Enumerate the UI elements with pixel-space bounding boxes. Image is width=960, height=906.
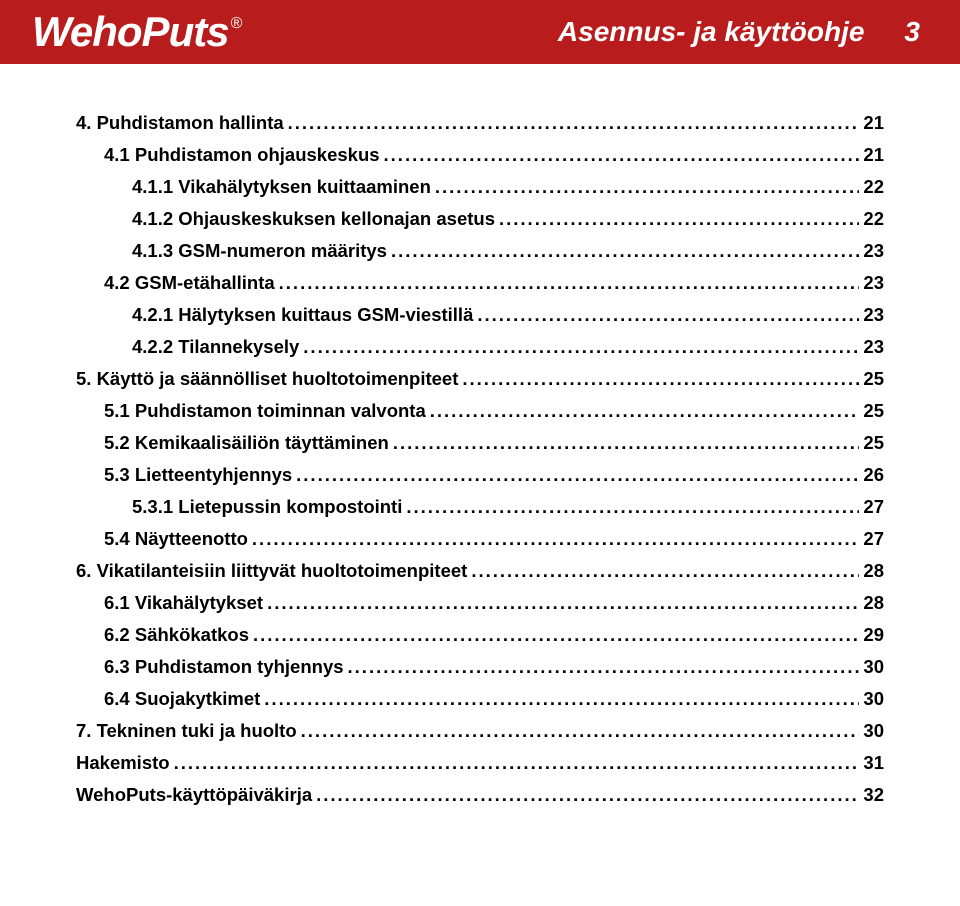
toc-entry: 5.1 Puhdistamon toiminnan valvonta 25 xyxy=(76,400,884,422)
toc-page: 25 xyxy=(863,432,884,454)
toc-label: 5.3 Lietteentyhjennys xyxy=(104,464,292,486)
toc-leader-dots xyxy=(253,624,859,646)
toc-entry: Hakemisto 31 xyxy=(76,752,884,774)
toc-leader-dots xyxy=(296,464,859,486)
toc-entry: 7. Tekninen tuki ja huolto 30 xyxy=(76,720,884,742)
toc-page: 21 xyxy=(863,112,884,134)
toc-label: 5. Käyttö ja säännölliset huoltotoimenpi… xyxy=(76,368,458,390)
toc-entry: 6.1 Vikahälytykset 28 xyxy=(76,592,884,614)
toc-entry: WehoPuts-käyttöpäiväkirja 32 xyxy=(76,784,884,806)
toc-page: 31 xyxy=(863,752,884,774)
toc-entry: 4.1.1 Vikahälytyksen kuittaaminen 22 xyxy=(76,176,884,198)
document-title: Asennus- ja käyttöohje xyxy=(558,16,865,48)
toc-page: 22 xyxy=(863,176,884,198)
toc-label: 6.4 Suojakytkimet xyxy=(104,688,260,710)
toc-entry: 4.1.3 GSM-numeron määritys 23 xyxy=(76,240,884,262)
toc-page: 22 xyxy=(863,208,884,230)
toc-label: 4.1.1 Vikahälytyksen kuittaaminen xyxy=(132,176,431,198)
toc-label: 5.1 Puhdistamon toiminnan valvonta xyxy=(104,400,426,422)
toc-label: 5.2 Kemikaalisäiliön täyttäminen xyxy=(104,432,389,454)
toc-leader-dots xyxy=(471,560,859,582)
toc-leader-dots xyxy=(391,240,859,262)
toc-label: 4.2 GSM-etähallinta xyxy=(104,272,275,294)
toc-leader-dots xyxy=(303,336,859,358)
toc-page: 30 xyxy=(863,720,884,742)
toc-page: 28 xyxy=(863,560,884,582)
toc-label: 5.3.1 Lietepussin kompostointi xyxy=(132,496,402,518)
toc-page: 23 xyxy=(863,304,884,326)
toc-label: 4.2.1 Hälytyksen kuittaus GSM-viestillä xyxy=(132,304,473,326)
toc-leader-dots xyxy=(301,720,860,742)
toc-label: 7. Tekninen tuki ja huolto xyxy=(76,720,297,742)
toc-label: WehoPuts-käyttöpäiväkirja xyxy=(76,784,312,806)
registered-mark: ® xyxy=(231,15,242,33)
toc-leader-dots xyxy=(279,272,860,294)
toc-label: 6. Vikatilanteisiin liittyvät huoltotoim… xyxy=(76,560,467,582)
toc-leader-dots xyxy=(316,784,859,806)
toc-label: 4.2.2 Tilannekysely xyxy=(132,336,299,358)
toc-label: 5.4 Näytteenotto xyxy=(104,528,248,550)
toc-page: 28 xyxy=(863,592,884,614)
page-number: 3 xyxy=(904,16,920,48)
toc-page: 27 xyxy=(863,496,884,518)
toc-leader-dots xyxy=(384,144,860,166)
toc-leader-dots xyxy=(477,304,859,326)
toc-entry: 6.2 Sähkökatkos 29 xyxy=(76,624,884,646)
toc-leader-dots xyxy=(406,496,859,518)
toc-page: 26 xyxy=(863,464,884,486)
toc-page: 23 xyxy=(863,336,884,358)
toc-label: Hakemisto xyxy=(76,752,170,774)
toc-entry: 4.1.2 Ohjauskeskuksen kellonajan asetus 2… xyxy=(76,208,884,230)
logo-text: WehoPuts xyxy=(32,8,229,56)
toc-entry: 6.4 Suojakytkimet 30 xyxy=(76,688,884,710)
toc-entry: 6.3 Puhdistamon tyhjennys 30 xyxy=(76,656,884,678)
toc-leader-dots xyxy=(252,528,860,550)
toc-leader-dots xyxy=(348,656,860,678)
toc-page: 30 xyxy=(863,656,884,678)
toc-entry: 5.3 Lietteentyhjennys 26 xyxy=(76,464,884,486)
toc-label: 4.1 Puhdistamon ohjauskeskus xyxy=(104,144,380,166)
toc-leader-dots xyxy=(264,688,859,710)
toc-page: 23 xyxy=(863,272,884,294)
toc-entry: 4. Puhdistamon hallinta 21 xyxy=(76,112,884,134)
toc-leader-dots xyxy=(288,112,860,134)
toc-entry: 5. Käyttö ja säännölliset huoltotoimenpi… xyxy=(76,368,884,390)
toc-page: 21 xyxy=(863,144,884,166)
table-of-contents: 4. Puhdistamon hallinta214.1 Puhdistamon… xyxy=(0,64,960,806)
toc-page: 32 xyxy=(863,784,884,806)
toc-page: 27 xyxy=(863,528,884,550)
toc-page: 25 xyxy=(863,400,884,422)
toc-entry: 6. Vikatilanteisiin liittyvät huoltotoim… xyxy=(76,560,884,582)
toc-label: 4. Puhdistamon hallinta xyxy=(76,112,284,134)
toc-label: 4.1.3 GSM-numeron määritys xyxy=(132,240,387,262)
toc-label: 6.3 Puhdistamon tyhjennys xyxy=(104,656,344,678)
toc-page: 23 xyxy=(863,240,884,262)
toc-entry: 4.2.1 Hälytyksen kuittaus GSM-viestillä 2… xyxy=(76,304,884,326)
toc-page: 25 xyxy=(863,368,884,390)
toc-label: 6.2 Sähkökatkos xyxy=(104,624,249,646)
toc-label: 4.1.2 Ohjauskeskuksen kellonajan asetus xyxy=(132,208,495,230)
toc-leader-dots xyxy=(499,208,859,230)
toc-entry: 5.2 Kemikaalisäiliön täyttäminen 25 xyxy=(76,432,884,454)
toc-entry: 5.4 Näytteenotto 27 xyxy=(76,528,884,550)
toc-entry: 5.3.1 Lietepussin kompostointi 27 xyxy=(76,496,884,518)
toc-leader-dots xyxy=(393,432,860,454)
document-header: WehoPuts ® Asennus- ja käyttöohje 3 xyxy=(0,0,960,64)
toc-entry: 4.2 GSM-etähallinta 23 xyxy=(76,272,884,294)
toc-leader-dots xyxy=(267,592,859,614)
toc-entry: 4.2.2 Tilannekysely 23 xyxy=(76,336,884,358)
toc-page: 30 xyxy=(863,688,884,710)
toc-page: 29 xyxy=(863,624,884,646)
toc-leader-dots xyxy=(462,368,859,390)
brand-logo: WehoPuts ® xyxy=(32,8,239,56)
toc-leader-dots xyxy=(435,176,860,198)
toc-label: 6.1 Vikahälytykset xyxy=(104,592,263,614)
toc-leader-dots xyxy=(174,752,860,774)
toc-entry: 4.1 Puhdistamon ohjauskeskus 21 xyxy=(76,144,884,166)
toc-leader-dots xyxy=(430,400,860,422)
